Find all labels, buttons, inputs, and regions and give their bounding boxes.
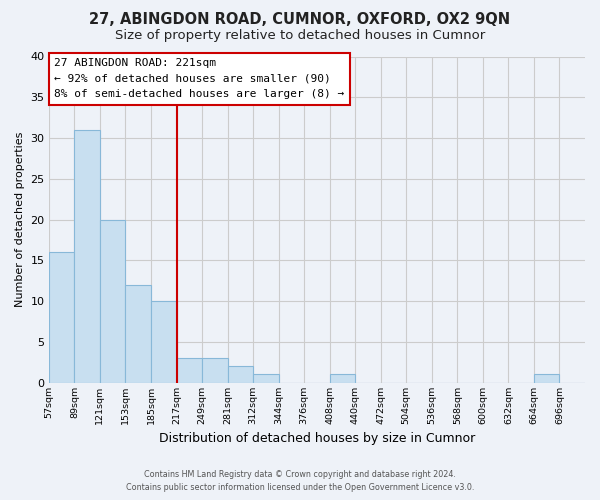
Bar — [253, 374, 278, 382]
Bar — [227, 366, 253, 382]
Text: 27, ABINGDON ROAD, CUMNOR, OXFORD, OX2 9QN: 27, ABINGDON ROAD, CUMNOR, OXFORD, OX2 9… — [89, 12, 511, 28]
Bar — [100, 220, 125, 382]
Text: 27 ABINGDON ROAD: 221sqm
← 92% of detached houses are smaller (90)
8% of semi-de: 27 ABINGDON ROAD: 221sqm ← 92% of detach… — [54, 58, 344, 100]
Bar — [534, 374, 559, 382]
Bar — [49, 252, 74, 382]
Bar — [74, 130, 100, 382]
Bar — [176, 358, 202, 382]
Bar — [329, 374, 355, 382]
Text: Size of property relative to detached houses in Cumnor: Size of property relative to detached ho… — [115, 29, 485, 42]
Bar — [125, 284, 151, 382]
Y-axis label: Number of detached properties: Number of detached properties — [15, 132, 25, 307]
Bar — [202, 358, 227, 382]
Bar — [151, 301, 176, 382]
X-axis label: Distribution of detached houses by size in Cumnor: Distribution of detached houses by size … — [159, 432, 475, 445]
Text: Contains HM Land Registry data © Crown copyright and database right 2024.
Contai: Contains HM Land Registry data © Crown c… — [126, 470, 474, 492]
